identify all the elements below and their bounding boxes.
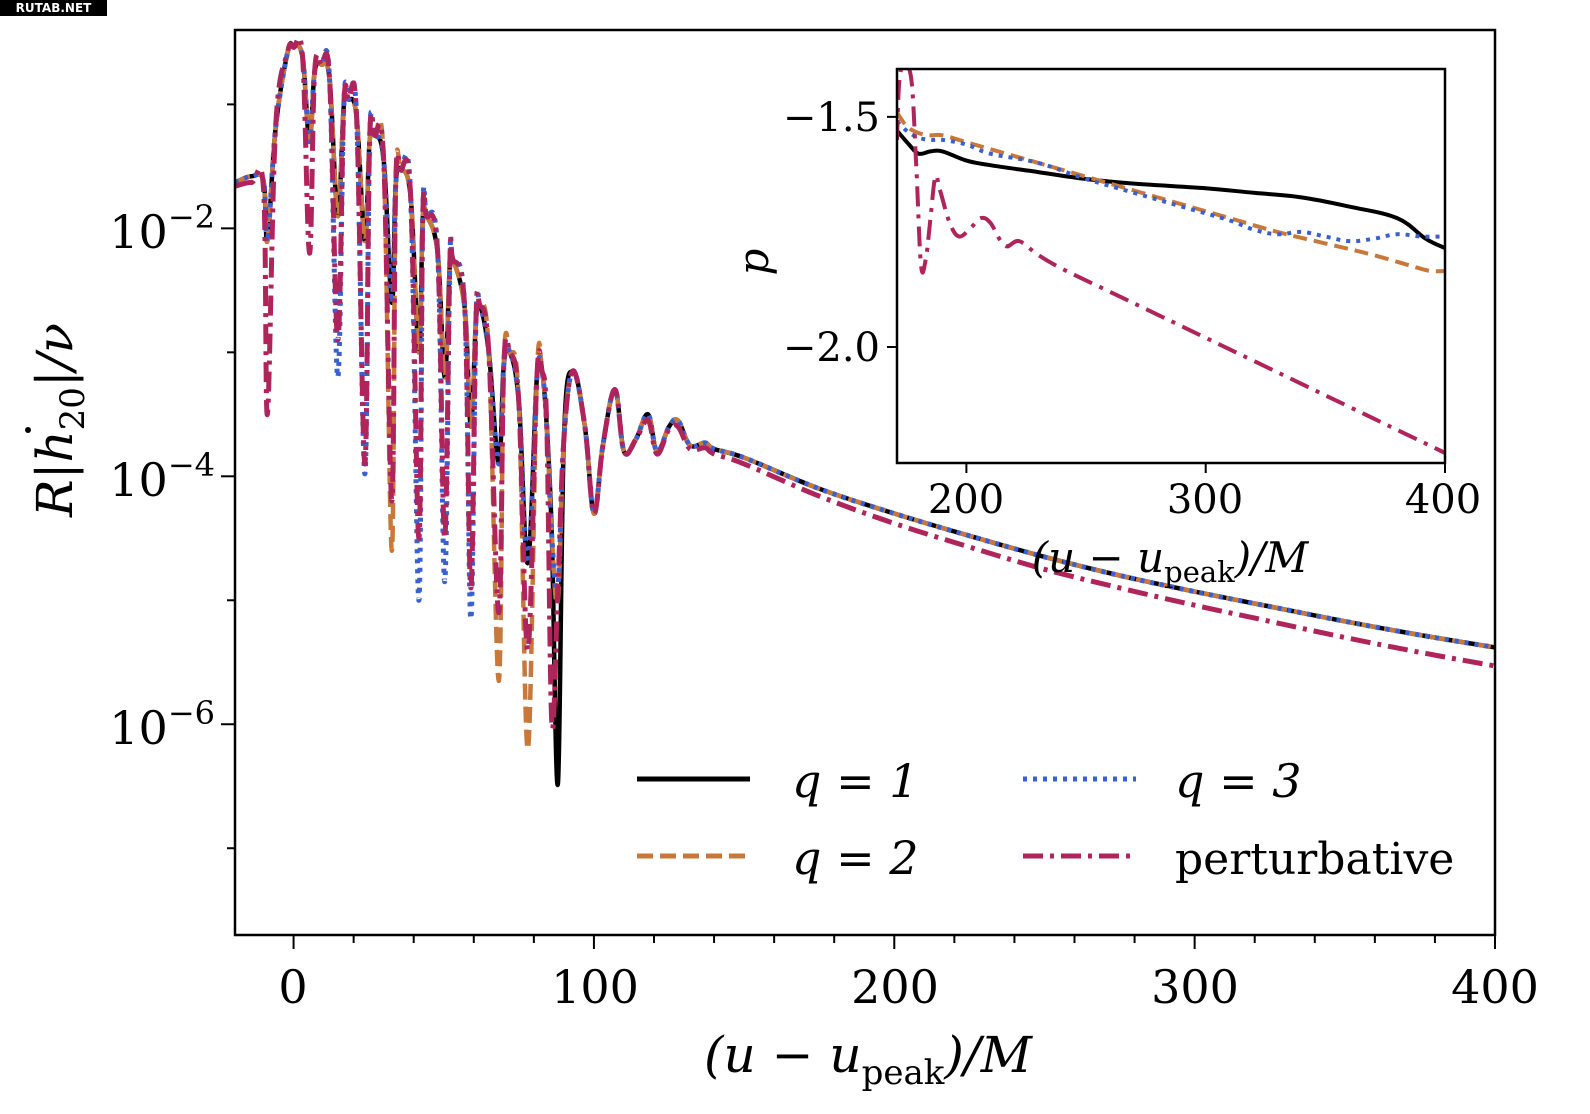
inset-ytick-label-1: −1.5 [783,95,880,141]
inset-plot: −1.5 −2.0 200 300 400 (u − upeak)/M p [729,67,1481,589]
legend: q = 1 q = 2 q = 3 perturbative [637,754,1454,885]
legend-label-perturbative: perturbative [1175,834,1454,885]
inset-x-axis-label: (u − upeak)/M [1032,533,1310,589]
inset-series-group [897,69,1445,455]
main-series-perturbative [235,35,1495,732]
inset-series-q2 [897,111,1445,274]
main-y-ticks [221,103,235,850]
main-xtick-label-100: 100 [551,960,639,1014]
inset-series-perturbative [897,69,1445,455]
inset-background [897,69,1445,463]
main-series-group [235,35,1495,788]
main-axes-frame [233,28,1497,937]
main-ytick-label-1: 10−2 [109,198,215,259]
legend-label-q1: q = 1 [792,754,919,808]
inset-ytick-label-2: −2.0 [783,325,880,371]
main-plot: 10−2 10−4 10−6 0 100 200 300 400 (u − up… [25,28,1539,1093]
h-dot-accent [25,427,31,433]
main-ytick-label-3: 10−6 [109,694,215,755]
inset-xtick-label-200: 200 [928,477,1004,523]
main-xtick-label-200: 200 [851,960,939,1014]
watermark: RUTAB.NET [0,0,107,16]
legend-label-q3: q = 3 [1175,754,1302,808]
inset-axes-frame [895,67,1447,465]
inset-y-axis-label: p [729,249,778,276]
main-ytick-label-2: 10−4 [109,446,215,507]
legend-label-q2: q = 2 [792,831,919,885]
inset-xtick-label-400: 400 [1405,477,1481,523]
main-xtick-label-400: 400 [1451,960,1539,1014]
main-xtick-label-300: 300 [1151,960,1239,1014]
main-x-ticks [292,935,1496,949]
inset-xtick-label-300: 300 [1167,477,1243,523]
main-y-axis-label: R|h20|/ν [26,323,93,518]
inset-series-q3 [897,120,1445,244]
inset-ticks [887,115,1446,473]
main-xtick-label-0: 0 [278,960,307,1014]
main-x-axis-label: (u − upeak)/M [704,1026,1034,1093]
